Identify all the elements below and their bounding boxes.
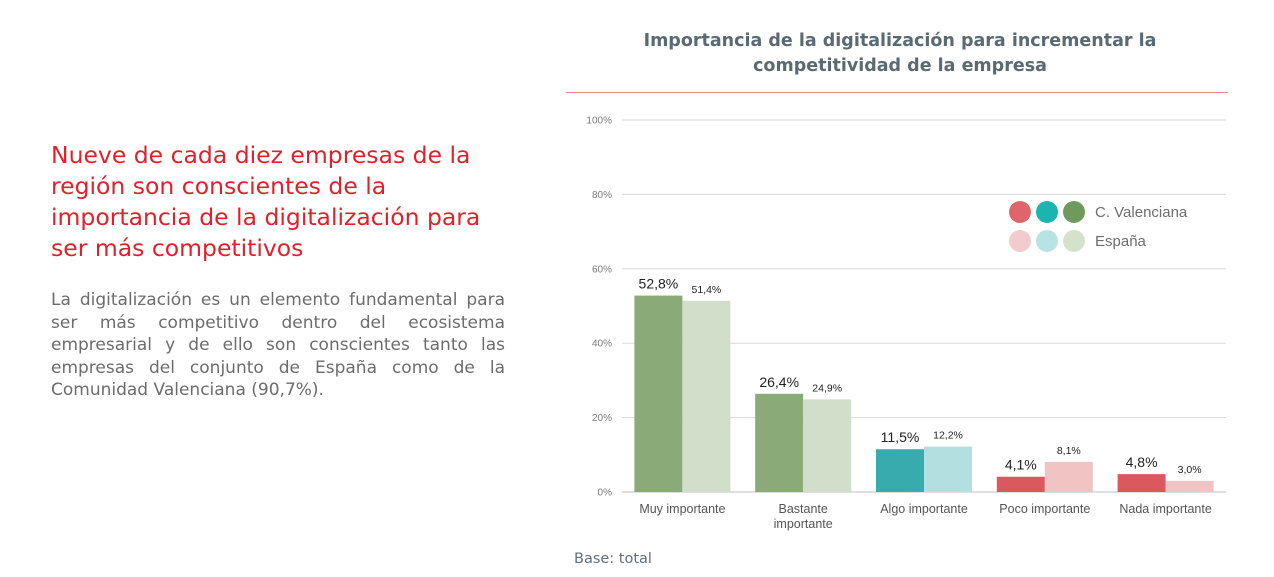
x-tick-label: Algo importante	[880, 502, 968, 516]
legend-swatch	[1036, 230, 1058, 252]
data-label: 4,1%	[1005, 457, 1037, 473]
data-label: 8,1%	[1057, 445, 1081, 457]
title-divider	[566, 92, 1228, 93]
base-note: Base: total	[574, 551, 652, 567]
bar	[1044, 461, 1093, 492]
data-label: 3,0%	[1178, 464, 1202, 476]
x-tick-label: Bastante	[779, 502, 828, 516]
y-tick-label: 60%	[592, 264, 612, 275]
y-tick-label: 20%	[592, 413, 612, 424]
legend-label: C. Valenciana	[1095, 204, 1188, 221]
bar	[996, 476, 1045, 492]
bar	[803, 399, 852, 492]
bar	[755, 393, 804, 492]
legend-swatch	[1036, 201, 1058, 223]
legend-label: España	[1095, 233, 1147, 250]
chart-title: Importancia de la digitalización para in…	[643, 31, 1157, 76]
legend-swatch	[1009, 201, 1031, 223]
x-tick-label: importante	[774, 517, 833, 531]
data-label: 26,4%	[759, 374, 799, 390]
legend-swatch	[1063, 201, 1085, 223]
section-heading: Nueve de cada diez empresas de la región…	[51, 141, 481, 262]
bar	[1117, 474, 1166, 492]
data-label: 4,8%	[1126, 454, 1158, 470]
legend-swatch	[1063, 230, 1085, 252]
bar	[682, 300, 731, 492]
data-label: 24,9%	[812, 382, 842, 394]
x-tick-label: Poco importante	[999, 502, 1090, 516]
bar	[634, 295, 683, 492]
y-tick-label: 40%	[592, 339, 612, 350]
bar	[1165, 480, 1214, 492]
x-tick-label: Muy importante	[639, 502, 725, 516]
y-tick-label: 80%	[592, 190, 612, 201]
data-label: 51,4%	[692, 284, 722, 296]
y-tick-label: 100%	[586, 116, 612, 127]
y-tick-label: 0%	[598, 488, 613, 499]
bar	[924, 446, 972, 492]
legend-swatch	[1009, 230, 1031, 252]
x-tick-label: Nada importante	[1119, 502, 1211, 516]
data-label: 11,5%	[881, 429, 920, 445]
section-body-text: La digitalización es un elemento fundame…	[51, 290, 505, 400]
data-label: 12,2%	[933, 430, 963, 442]
data-label: 52,8%	[639, 276, 679, 292]
bar	[876, 449, 924, 492]
